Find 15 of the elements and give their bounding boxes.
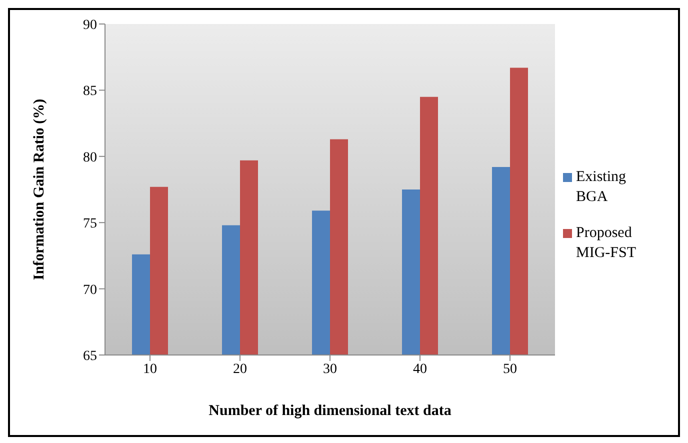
legend-label: Existing BGA xyxy=(576,168,628,206)
x-axis-title: Number of high dimensional text data xyxy=(208,403,452,419)
y-tick-label: 80 xyxy=(83,150,97,166)
x-tick-label: 30 xyxy=(323,362,337,377)
y-tick-label: 75 xyxy=(83,216,97,232)
x-tick-label: 10 xyxy=(143,362,157,377)
x-tick-label: 40 xyxy=(413,362,427,377)
y-tick-label: 70 xyxy=(83,282,97,298)
y-tick-label: 90 xyxy=(83,18,97,33)
legend-label: Proposed MIG-FST xyxy=(576,224,638,262)
x-tick-label: 20 xyxy=(233,362,247,377)
x-tick-label: 50 xyxy=(503,362,517,377)
y-tick-label: 85 xyxy=(83,84,97,100)
y-axis-title: Information Gain Ratio (%) xyxy=(31,98,48,280)
y-tick-label: 65 xyxy=(83,348,97,364)
